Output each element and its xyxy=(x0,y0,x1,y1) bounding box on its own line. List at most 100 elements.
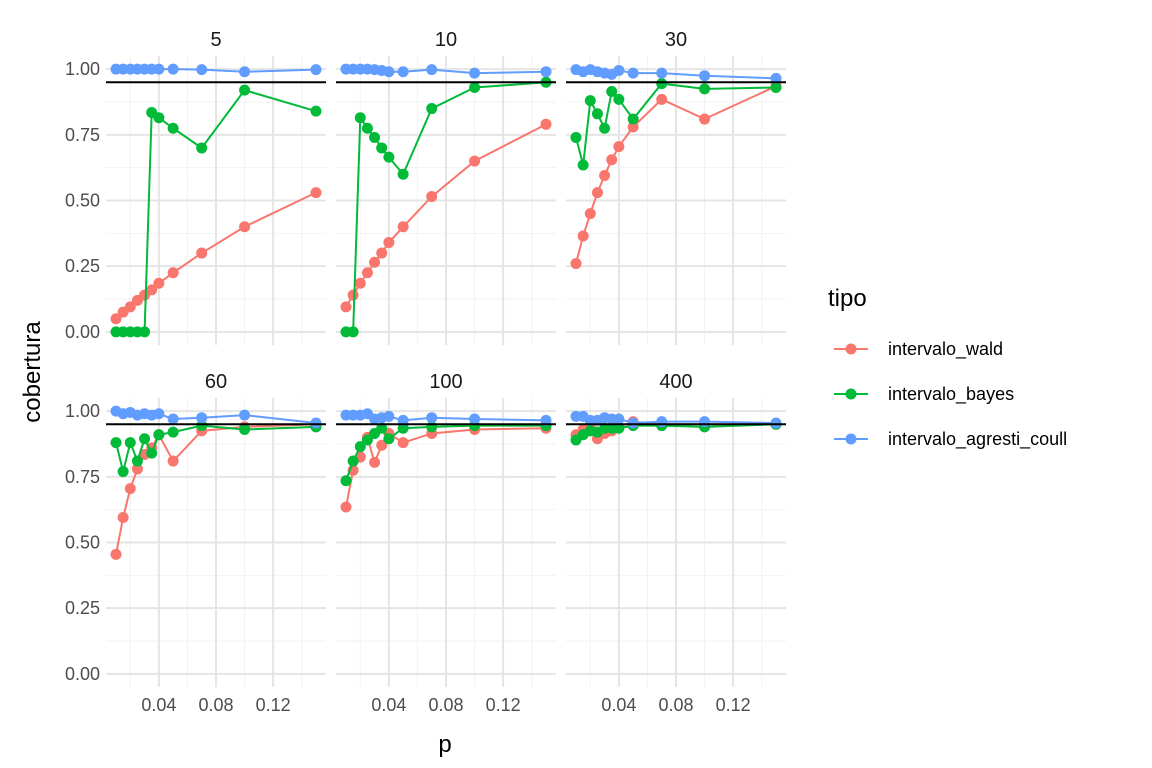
y-tick-label: 1.00 xyxy=(65,59,100,79)
x-tick-label: 0.12 xyxy=(256,695,291,715)
data-point-intervalo_agresti_coull xyxy=(699,416,711,428)
data-point-intervalo_bayes xyxy=(153,429,165,441)
data-point-intervalo_wald xyxy=(167,267,179,279)
data-point-intervalo_bayes xyxy=(699,83,711,95)
data-point-intervalo_bayes xyxy=(124,437,136,449)
data-point-intervalo_bayes xyxy=(354,441,366,453)
data-point-intervalo_agresti_coull xyxy=(656,416,668,428)
data-point-intervalo_wald xyxy=(310,187,322,199)
data-point-intervalo_bayes xyxy=(613,422,625,434)
data-point-intervalo_bayes xyxy=(146,447,158,459)
data-point-intervalo_bayes xyxy=(383,433,395,445)
data-point-intervalo_wald xyxy=(383,237,395,249)
data-point-intervalo_agresti_coull xyxy=(469,413,481,425)
data-point-intervalo_wald xyxy=(469,155,481,167)
y-tick-label: 0.00 xyxy=(65,322,100,342)
data-point-intervalo_bayes xyxy=(110,437,122,449)
data-point-intervalo_bayes xyxy=(770,82,782,94)
y-tick-label: 0.50 xyxy=(65,533,100,553)
data-point-intervalo_agresti_coull xyxy=(426,64,438,76)
data-point-intervalo_bayes xyxy=(376,422,388,434)
data-point-intervalo_wald xyxy=(376,439,388,451)
legend-label: intervalo_agresti_coull xyxy=(888,429,1067,450)
x-tick-label: 0.08 xyxy=(658,695,693,715)
data-point-intervalo_agresti_coull xyxy=(196,64,208,76)
data-point-intervalo_bayes xyxy=(397,422,409,434)
legend-key-point xyxy=(845,343,857,355)
y-tick-label: 0.25 xyxy=(65,598,100,618)
data-point-intervalo_bayes xyxy=(310,105,322,117)
data-point-intervalo_wald xyxy=(540,118,552,130)
data-point-intervalo_wald xyxy=(397,221,409,233)
data-point-intervalo_agresti_coull xyxy=(383,410,395,422)
legend-item-intervalo_wald: intervalo_wald xyxy=(834,339,1003,360)
data-point-intervalo_bayes xyxy=(167,122,179,134)
data-point-intervalo_bayes xyxy=(376,142,388,154)
data-point-intervalo_bayes xyxy=(239,424,251,436)
data-point-intervalo_wald xyxy=(426,191,438,203)
data-point-intervalo_wald xyxy=(196,247,208,259)
data-point-intervalo_agresti_coull xyxy=(469,67,481,79)
data-point-intervalo_agresti_coull xyxy=(153,408,165,420)
y-tick-label: 0.75 xyxy=(65,467,100,487)
data-point-intervalo_bayes xyxy=(570,131,582,143)
data-point-intervalo_wald xyxy=(584,208,596,220)
data-point-intervalo_wald xyxy=(124,483,136,495)
data-point-intervalo_wald xyxy=(146,284,158,296)
y-tick-label: 0.50 xyxy=(65,191,100,211)
data-point-intervalo_bayes xyxy=(469,82,481,94)
x-tick-label: 0.08 xyxy=(198,695,233,715)
data-point-intervalo_wald xyxy=(627,121,639,133)
axes-layer: 0.00 0.25 0.50 0.75 1.00 0.00 0.25 0.50 0.75 1.00… xyxy=(65,59,751,715)
data-point-intervalo_agresti_coull xyxy=(627,417,639,429)
data-point-intervalo_wald xyxy=(570,258,582,270)
data-point-intervalo_bayes xyxy=(117,466,129,478)
data-point-intervalo_bayes xyxy=(153,112,165,124)
data-point-intervalo_wald xyxy=(153,277,165,289)
data-point-intervalo_bayes xyxy=(369,131,381,143)
data-point-intervalo_bayes xyxy=(196,142,208,154)
data-point-intervalo_bayes xyxy=(347,326,359,338)
data-point-intervalo_agresti_coull xyxy=(239,66,251,78)
panel-400: 400 xyxy=(566,371,786,687)
data-point-intervalo_agresti_coull xyxy=(167,413,179,425)
data-point-intervalo_agresti_coull xyxy=(397,66,409,78)
data-point-intervalo_agresti_coull xyxy=(770,417,782,429)
data-point-intervalo_bayes xyxy=(599,122,611,134)
data-point-intervalo_bayes xyxy=(196,420,208,432)
data-point-intervalo_agresti_coull xyxy=(310,64,322,76)
data-point-intervalo_bayes xyxy=(340,475,352,487)
legend-item-intervalo_agresti_coull: intervalo_agresti_coull xyxy=(834,429,1067,450)
panel-30: 30 xyxy=(566,29,786,345)
data-point-intervalo_bayes xyxy=(361,434,373,446)
facet-strip-label: 10 xyxy=(435,29,457,51)
data-point-intervalo_bayes xyxy=(354,112,366,124)
legend-key-point xyxy=(845,388,857,400)
data-point-intervalo_wald xyxy=(110,313,122,325)
data-point-intervalo_agresti_coull xyxy=(770,72,782,84)
facet-strip-label: 5 xyxy=(210,29,221,51)
data-point-intervalo_bayes xyxy=(167,426,179,438)
x-axis-title: p xyxy=(438,731,451,758)
data-point-intervalo_wald xyxy=(599,170,611,182)
data-point-intervalo_bayes xyxy=(139,326,151,338)
data-point-intervalo_wald xyxy=(656,93,668,105)
data-point-intervalo_agresti_coull xyxy=(613,413,625,425)
legend-label: intervalo_wald xyxy=(888,339,1003,360)
data-point-intervalo_bayes xyxy=(347,455,359,467)
data-point-intervalo_bayes xyxy=(606,85,618,97)
data-point-intervalo_bayes xyxy=(591,108,603,120)
panel-60: 60 xyxy=(106,371,326,687)
y-tick-label: 1.00 xyxy=(65,401,100,421)
data-point-intervalo_wald xyxy=(340,301,352,313)
data-point-intervalo_bayes xyxy=(426,103,438,115)
data-point-intervalo_agresti_coull xyxy=(426,412,438,424)
y-tick-label: 0.75 xyxy=(65,125,100,145)
x-tick-label: 0.08 xyxy=(428,695,463,715)
legend-key-point xyxy=(845,433,857,445)
data-point-intervalo_agresti_coull xyxy=(540,414,552,426)
data-point-intervalo_bayes xyxy=(361,122,373,134)
legend: tipo intervalo_wald intervalo_bayesinterv… xyxy=(828,285,1067,450)
data-point-intervalo_bayes xyxy=(656,78,668,90)
data-point-intervalo_wald xyxy=(591,187,603,199)
